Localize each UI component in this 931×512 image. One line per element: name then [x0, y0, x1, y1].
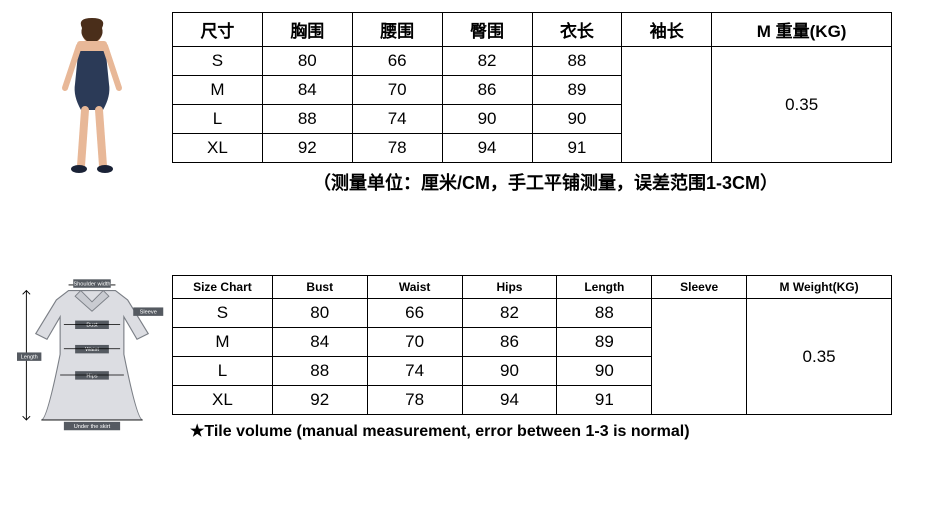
cell: 90: [442, 105, 532, 134]
cell: S: [173, 299, 273, 328]
col-sleeve: Sleeve: [652, 276, 747, 299]
sleeve-merged: [652, 299, 747, 415]
en-footnote: ★Tile volume (manual measurement, error …: [172, 415, 919, 441]
cell: 70: [367, 328, 462, 357]
cell: 78: [367, 386, 462, 415]
table-row: S 80 66 82 88 0.35: [173, 299, 892, 328]
cell: 74: [352, 105, 442, 134]
cell: 94: [462, 386, 557, 415]
dress-diagram-icon: Shoulder width Bust Sleeve Waist Hips Le…: [17, 279, 167, 439]
table-row: S 80 66 82 88 0.35: [173, 47, 892, 76]
col-hips: 臀围: [442, 13, 532, 47]
cell: 88: [272, 357, 367, 386]
cell: 82: [462, 299, 557, 328]
cell: 80: [262, 47, 352, 76]
lbl-shoulder: Shoulder width: [73, 281, 110, 287]
cell: 80: [272, 299, 367, 328]
cell: 90: [462, 357, 557, 386]
lbl-hips: Hips: [86, 373, 97, 379]
col-bust: 胸围: [262, 13, 352, 47]
cell: S: [173, 47, 263, 76]
table-header-row: 尺寸 胸围 腰围 臀围 衣长 袖长 M 重量(KG): [173, 13, 892, 47]
cn-section: 尺寸 胸围 腰围 臀围 衣长 袖长 M 重量(KG) S 80 66 82 88…: [12, 12, 919, 195]
cell: 90: [557, 357, 652, 386]
col-hips: Hips: [462, 276, 557, 299]
cell: 66: [352, 47, 442, 76]
cell: M: [173, 328, 273, 357]
lbl-bust: Bust: [86, 323, 98, 329]
cell: 82: [442, 47, 532, 76]
cell: 70: [352, 76, 442, 105]
cell: 84: [272, 328, 367, 357]
cell: 84: [262, 76, 352, 105]
diagram-image-col: Shoulder width Bust Sleeve Waist Hips Le…: [12, 275, 172, 439]
lbl-hem: Under the skirt: [74, 424, 111, 430]
weight-merged: 0.35: [747, 299, 892, 415]
col-bust: Bust: [272, 276, 367, 299]
cell: 91: [557, 386, 652, 415]
cell: 88: [532, 47, 622, 76]
col-size: 尺寸: [173, 13, 263, 47]
col-weight: M 重量(KG): [712, 13, 892, 47]
cell: XL: [173, 386, 273, 415]
cell: L: [173, 357, 273, 386]
cell: 78: [352, 134, 442, 163]
model-figure-icon: [47, 16, 137, 176]
col-length: Length: [557, 276, 652, 299]
table-header-row: Size Chart Bust Waist Hips Length Sleeve…: [173, 276, 892, 299]
cell: 86: [462, 328, 557, 357]
cell: 86: [442, 76, 532, 105]
col-waist: Waist: [367, 276, 462, 299]
model-image-col: [12, 12, 172, 176]
col-size: Size Chart: [173, 276, 273, 299]
cell: L: [173, 105, 263, 134]
cell: 90: [532, 105, 622, 134]
sleeve-merged: [622, 47, 712, 163]
cell: XL: [173, 134, 263, 163]
col-sleeve: 袖长: [622, 13, 712, 47]
cell: 89: [532, 76, 622, 105]
cell: M: [173, 76, 263, 105]
weight-merged: 0.35: [712, 47, 892, 163]
cell: 88: [557, 299, 652, 328]
cell: 92: [272, 386, 367, 415]
section-gap: [12, 215, 919, 275]
cn-table-col: 尺寸 胸围 腰围 臀围 衣长 袖长 M 重量(KG) S 80 66 82 88…: [172, 12, 919, 195]
lbl-waist: Waist: [85, 347, 99, 353]
size-table-en: Size Chart Bust Waist Hips Length Sleeve…: [172, 275, 892, 415]
en-table-col: Size Chart Bust Waist Hips Length Sleeve…: [172, 275, 919, 441]
cell: 91: [532, 134, 622, 163]
cn-footnote: （测量单位：厘米/CM，手工平铺测量，误差范围1-3CM）: [172, 163, 919, 195]
cell: 66: [367, 299, 462, 328]
col-waist: 腰围: [352, 13, 442, 47]
lbl-length: Length: [21, 355, 38, 361]
en-section: Shoulder width Bust Sleeve Waist Hips Le…: [12, 275, 919, 441]
col-weight: M Weight(KG): [747, 276, 892, 299]
cell: 89: [557, 328, 652, 357]
lbl-sleeve: Sleeve: [140, 310, 157, 316]
size-table-cn: 尺寸 胸围 腰围 臀围 衣长 袖长 M 重量(KG) S 80 66 82 88…: [172, 12, 892, 163]
cell: 92: [262, 134, 352, 163]
cell: 88: [262, 105, 352, 134]
cell: 94: [442, 134, 532, 163]
col-length: 衣长: [532, 13, 622, 47]
cell: 74: [367, 357, 462, 386]
